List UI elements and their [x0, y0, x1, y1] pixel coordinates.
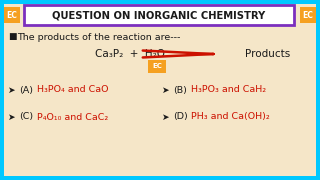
Text: H₃PO₄ and CaO: H₃PO₄ and CaO	[37, 86, 108, 94]
Text: EC: EC	[152, 64, 162, 69]
Text: ■: ■	[8, 33, 17, 42]
Text: (A): (A)	[19, 86, 33, 94]
Text: The products of the reaction are---: The products of the reaction are---	[17, 33, 180, 42]
Text: ➤: ➤	[162, 112, 170, 122]
Bar	[4, 7, 20, 23]
Text: ➤: ➤	[8, 86, 15, 94]
Text: ➤: ➤	[8, 112, 15, 122]
Text: EC: EC	[303, 10, 313, 19]
Text: PH₃ and Ca(OH)₂: PH₃ and Ca(OH)₂	[191, 112, 270, 122]
Text: QUESTION ON INORGANIC CHEMISTRY: QUESTION ON INORGANIC CHEMISTRY	[52, 10, 266, 20]
Text: (C): (C)	[19, 112, 33, 122]
Text: P₄O₁₀ and CaC₂: P₄O₁₀ and CaC₂	[37, 112, 108, 122]
Text: H₃PO₃ and CaH₂: H₃PO₃ and CaH₂	[191, 86, 266, 94]
Bar	[24, 5, 294, 25]
Text: Ca₃P₂  +  H₂O: Ca₃P₂ + H₂O	[95, 49, 165, 59]
Text: (D): (D)	[173, 112, 188, 122]
Text: Products: Products	[245, 49, 290, 59]
Bar	[300, 7, 316, 23]
Text: (B): (B)	[173, 86, 187, 94]
Text: ➤: ➤	[162, 86, 170, 94]
Bar	[148, 60, 166, 73]
Text: EC: EC	[7, 10, 17, 19]
